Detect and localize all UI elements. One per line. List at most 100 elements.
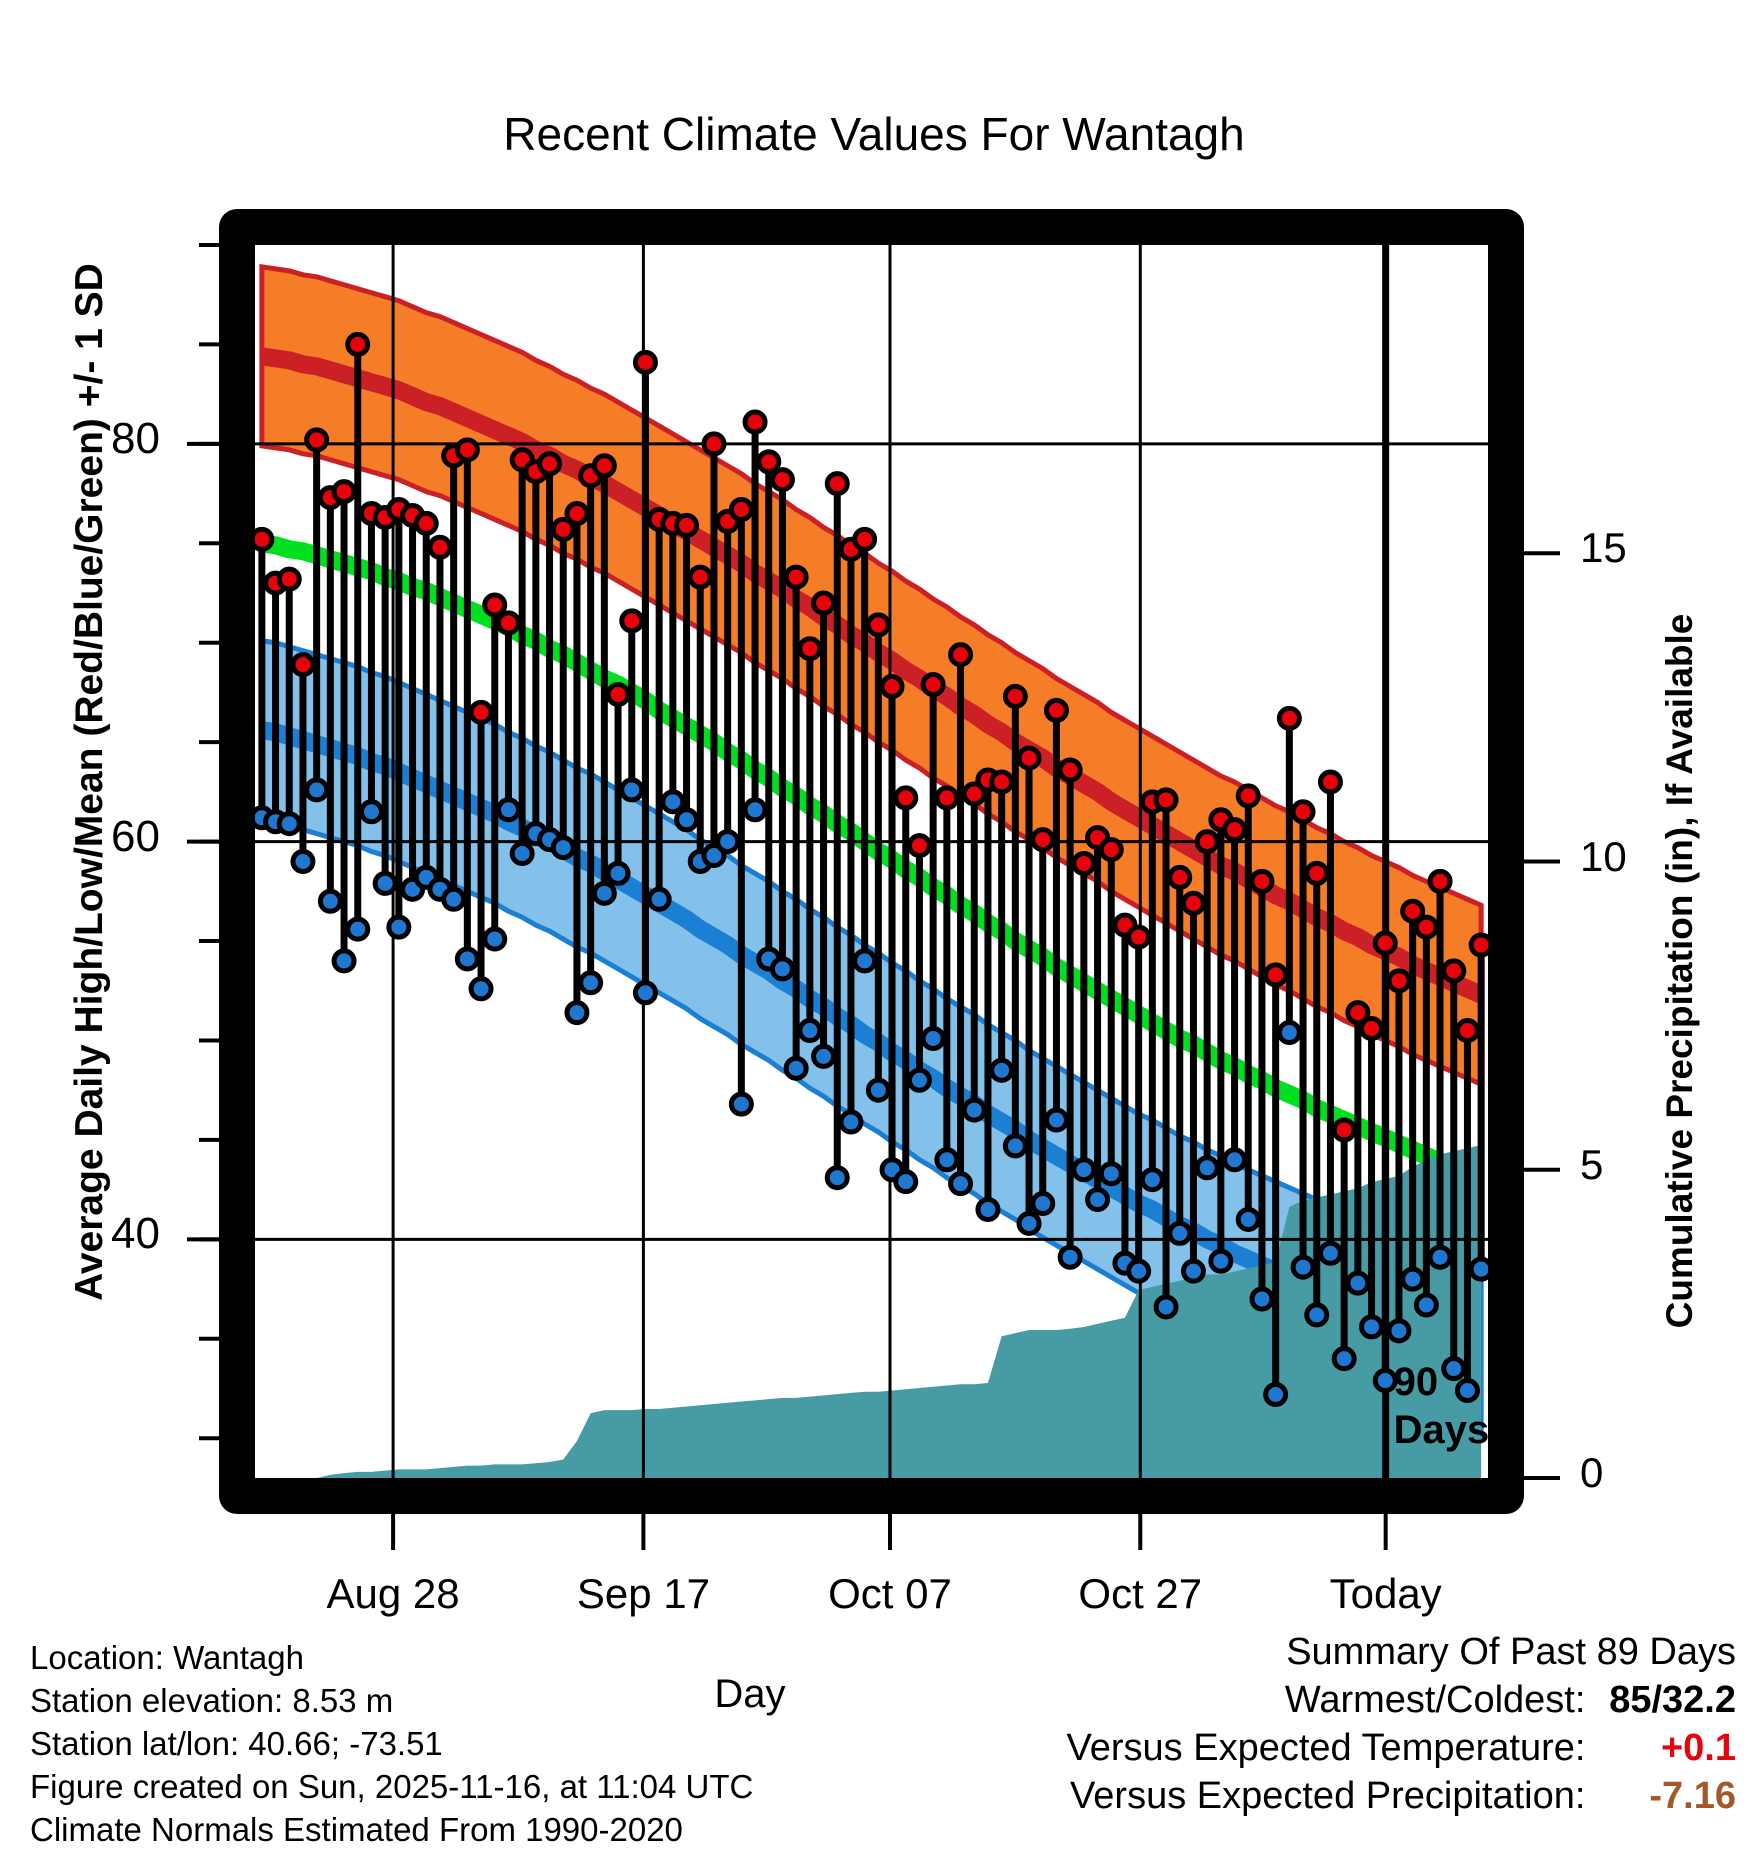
daily-high-point	[345, 331, 371, 357]
daily-low-point	[591, 880, 617, 906]
daily-high-point	[1249, 868, 1275, 894]
daily-high-point	[797, 636, 823, 662]
daily-low-point	[769, 956, 795, 982]
summary-label: Warmest/Coldest:	[1284, 1679, 1586, 1721]
daily-low-point	[1359, 1314, 1385, 1340]
daily-high-point	[742, 409, 768, 435]
daily-low-point	[934, 1147, 960, 1173]
daily-high-point	[1413, 914, 1439, 940]
daily-high-point	[1235, 783, 1261, 809]
daily-high-point	[413, 510, 439, 536]
daily-low-point	[1167, 1220, 1193, 1246]
daily-high-point	[852, 526, 878, 552]
y-tick-label-right-10: 10	[1580, 832, 1627, 880]
daily-low-point	[1043, 1107, 1069, 1133]
plot-inner	[255, 245, 1488, 1478]
daily-low-point	[372, 870, 398, 896]
daily-low-point	[1290, 1254, 1316, 1280]
daily-low-point	[1208, 1248, 1234, 1274]
daily-low-point	[632, 980, 658, 1006]
daily-high-point	[1290, 799, 1316, 825]
daily-high-point	[454, 437, 480, 463]
station-info-block: Location: Wantagh Station elevation: 8.5…	[30, 1636, 753, 1851]
daily-high-point	[537, 451, 563, 477]
daily-low-point	[468, 976, 494, 1002]
daily-low-point	[865, 1077, 891, 1103]
daily-low-point	[564, 1000, 590, 1026]
station-location: Location: Wantagh	[30, 1639, 304, 1676]
daily-low-point	[441, 886, 467, 912]
y-tick-label-left-80: 80	[111, 413, 160, 463]
daily-low-point	[454, 946, 480, 972]
daily-high-point	[290, 652, 316, 678]
daily-low-point	[824, 1165, 850, 1191]
daily-low-point	[1180, 1258, 1206, 1284]
daily-high-point	[1194, 829, 1220, 855]
summary-value: -7.16	[1649, 1775, 1736, 1817]
daily-low-point	[550, 835, 576, 861]
summary-block: Summary Of Past 89 Days Warmest/Coldest:…	[1067, 1628, 1736, 1820]
daily-high-point	[304, 427, 330, 453]
daily-low-point	[1331, 1346, 1357, 1372]
average-high-line	[260, 347, 1485, 1003]
daily-high-point	[468, 699, 494, 725]
daily-high-point	[893, 785, 919, 811]
daily-high-point	[879, 673, 905, 699]
daily-high-point	[632, 349, 658, 375]
daily-high-point	[1345, 1000, 1371, 1026]
summary-value: +0.1	[1660, 1727, 1736, 1769]
daily-low-point	[1126, 1258, 1152, 1284]
daily-low-point	[482, 926, 508, 952]
daily-low-point	[358, 799, 384, 825]
daily-high-point	[1071, 850, 1097, 876]
climate-normals: Climate Normals Estimated From 1990-2020	[30, 1811, 683, 1848]
summary-label: Versus Expected Temperature:	[1066, 1727, 1586, 1769]
daily-low-point	[317, 888, 343, 914]
daily-high-point	[865, 612, 891, 638]
daily-low-point	[1030, 1191, 1056, 1217]
daily-low-point	[674, 807, 700, 833]
y-tick-label-right-15: 15	[1580, 524, 1627, 572]
daily-high-point	[1386, 968, 1412, 994]
daily-high-point	[1372, 930, 1398, 956]
daily-low-point	[509, 841, 535, 867]
daily-high-point	[1167, 864, 1193, 890]
figure-created: Figure created on Sun, 2025-11-16, at 11…	[30, 1768, 754, 1805]
daily-high-point	[276, 566, 302, 592]
daily-low-point	[660, 789, 686, 815]
daily-low-point	[1249, 1286, 1275, 1312]
daily-low-point	[1016, 1210, 1042, 1236]
daily-high-point	[728, 496, 754, 522]
daily-high-point	[495, 610, 521, 636]
daily-low-point	[948, 1171, 974, 1197]
daily-low-point	[495, 797, 521, 823]
daily-low-point	[1222, 1147, 1248, 1173]
station-elevation: Station elevation: 8.53 m	[30, 1682, 394, 1719]
daily-high-point	[1222, 817, 1248, 843]
daily-high-point	[701, 431, 727, 457]
x-axis-label: Day	[714, 1672, 786, 1716]
daily-high-point	[756, 449, 782, 475]
y-tick-label-right-5: 5	[1580, 1140, 1604, 1188]
daily-low-point	[1002, 1133, 1028, 1159]
daily-high-point	[1427, 868, 1453, 894]
daily-low-point	[386, 914, 412, 940]
daily-high-point	[1180, 890, 1206, 916]
daily-high-point	[934, 785, 960, 811]
daily-high-point	[1454, 1018, 1480, 1044]
x-tick-label-1: Sep 17	[576, 1570, 710, 1617]
daily-low-point	[276, 811, 302, 837]
daily-low-point	[304, 777, 330, 803]
station-latlon: Station lat/lon: 40.66; -73.51	[30, 1725, 443, 1762]
daily-high-point	[769, 467, 795, 493]
daily-low-point	[1304, 1302, 1330, 1328]
daily-high-point	[1016, 745, 1042, 771]
daily-high-point	[1468, 932, 1488, 958]
x-tick-label-3: Oct 27	[1078, 1570, 1203, 1617]
days-annotation: 90 Days	[1394, 1358, 1490, 1454]
daily-high-point	[605, 681, 631, 707]
daily-high-point	[1153, 787, 1179, 813]
daily-low-point	[1441, 1356, 1467, 1382]
